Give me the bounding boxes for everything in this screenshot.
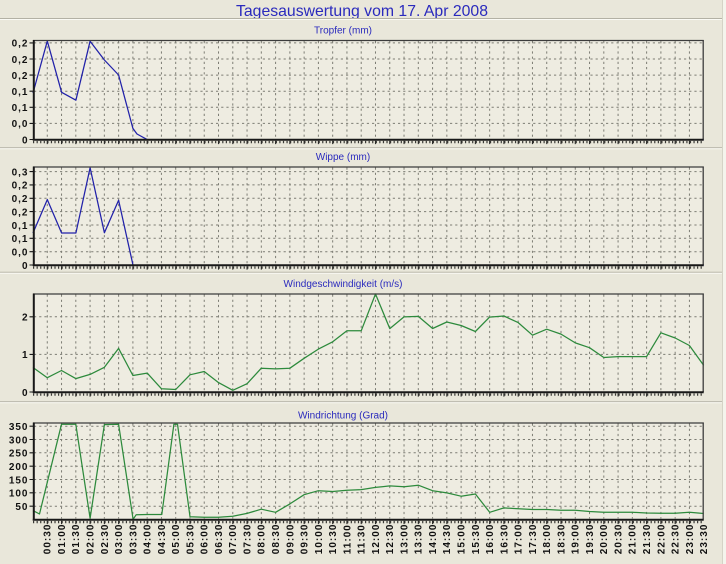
svg-text:18:30: 18:30 (556, 524, 567, 555)
svg-text:0,0: 0,0 (12, 119, 29, 130)
svg-text:23:30: 23:30 (699, 524, 710, 555)
svg-text:0,2: 0,2 (12, 194, 29, 205)
svg-text:11:30: 11:30 (357, 524, 368, 554)
svg-text:06:00: 06:00 (200, 524, 211, 555)
svg-text:02:30: 02:30 (100, 524, 111, 555)
svg-text:0,3: 0,3 (12, 167, 29, 178)
svg-text:04:30: 04:30 (157, 524, 168, 555)
svg-text:21:30: 21:30 (642, 524, 653, 555)
svg-text:07:30: 07:30 (243, 524, 254, 555)
svg-text:0,2: 0,2 (12, 55, 29, 66)
svg-text:Windgeschwindigkeit (m/s): Windgeschwindigkeit (m/s) (284, 279, 403, 290)
svg-text:19:00: 19:00 (571, 524, 582, 555)
svg-text:03:00: 03:00 (114, 524, 125, 555)
svg-text:15:30: 15:30 (471, 524, 482, 555)
svg-text:03:30: 03:30 (128, 524, 139, 555)
svg-text:350: 350 (9, 422, 29, 433)
svg-text:08:00: 08:00 (257, 524, 268, 555)
svg-text:0,1: 0,1 (12, 234, 29, 245)
svg-text:06:30: 06:30 (214, 524, 225, 555)
svg-text:22:30: 22:30 (671, 524, 682, 555)
svg-text:200: 200 (9, 462, 29, 473)
svg-text:20:30: 20:30 (614, 524, 625, 555)
svg-text:14:00: 14:00 (428, 524, 439, 555)
svg-text:11:00: 11:00 (342, 524, 353, 554)
svg-text:0,1: 0,1 (12, 103, 29, 114)
svg-text:Windrichtung (Grad): Windrichtung (Grad) (298, 411, 388, 422)
svg-text:12:30: 12:30 (385, 524, 396, 555)
svg-text:02:00: 02:00 (86, 524, 97, 555)
svg-text:01:30: 01:30 (71, 524, 82, 555)
svg-text:04:00: 04:00 (143, 524, 154, 555)
svg-text:0: 0 (22, 135, 29, 146)
svg-text:50: 50 (15, 502, 28, 513)
svg-text:0,2: 0,2 (12, 39, 29, 50)
svg-text:2: 2 (22, 313, 29, 324)
svg-text:Wippe (mm): Wippe (mm) (316, 152, 370, 163)
svg-text:13:30: 13:30 (414, 524, 425, 555)
svg-text:18:00: 18:00 (542, 524, 553, 555)
svg-text:16:30: 16:30 (499, 524, 510, 555)
svg-text:100: 100 (9, 489, 29, 500)
svg-text:21:00: 21:00 (628, 524, 639, 555)
svg-text:10:30: 10:30 (328, 524, 339, 555)
svg-text:10:00: 10:00 (314, 524, 325, 555)
svg-text:00:30: 00:30 (43, 524, 54, 555)
svg-text:19:30: 19:30 (585, 524, 596, 555)
svg-text:23:00: 23:00 (685, 524, 696, 555)
svg-text:12:00: 12:00 (371, 524, 382, 555)
svg-text:08:30: 08:30 (271, 524, 282, 555)
svg-text:0,0: 0,0 (12, 248, 29, 259)
svg-text:0,2: 0,2 (12, 181, 29, 192)
svg-text:05:00: 05:00 (171, 524, 182, 555)
svg-text:17:00: 17:00 (514, 524, 525, 555)
svg-text:14:30: 14:30 (442, 524, 453, 555)
svg-text:22:00: 22:00 (656, 524, 667, 555)
svg-text:0,2: 0,2 (12, 71, 29, 82)
svg-text:1: 1 (22, 350, 29, 361)
svg-text:17:30: 17:30 (528, 524, 539, 555)
svg-text:05:30: 05:30 (185, 524, 196, 555)
svg-text:0: 0 (22, 388, 29, 399)
svg-text:09:00: 09:00 (285, 524, 296, 555)
svg-text:300: 300 (9, 435, 29, 446)
svg-text:0: 0 (22, 261, 29, 272)
svg-text:13:00: 13:00 (399, 524, 410, 555)
svg-text:0,1: 0,1 (12, 221, 29, 232)
svg-text:20:00: 20:00 (599, 524, 610, 555)
svg-text:Tagesauswertung vom 17. Apr 20: Tagesauswertung vom 17. Apr 2008 (236, 3, 488, 20)
svg-text:0,1: 0,1 (12, 87, 29, 98)
svg-text:150: 150 (9, 475, 29, 486)
svg-text:16:00: 16:00 (485, 524, 496, 555)
svg-text:0,2: 0,2 (12, 207, 29, 218)
svg-text:07:00: 07:00 (228, 524, 239, 555)
svg-text:15:00: 15:00 (457, 524, 468, 555)
svg-text:01:00: 01:00 (57, 524, 68, 555)
svg-text:250: 250 (9, 449, 29, 460)
svg-text:Tropfer (mm): Tropfer (mm) (314, 26, 372, 37)
svg-text:09:30: 09:30 (300, 524, 311, 555)
